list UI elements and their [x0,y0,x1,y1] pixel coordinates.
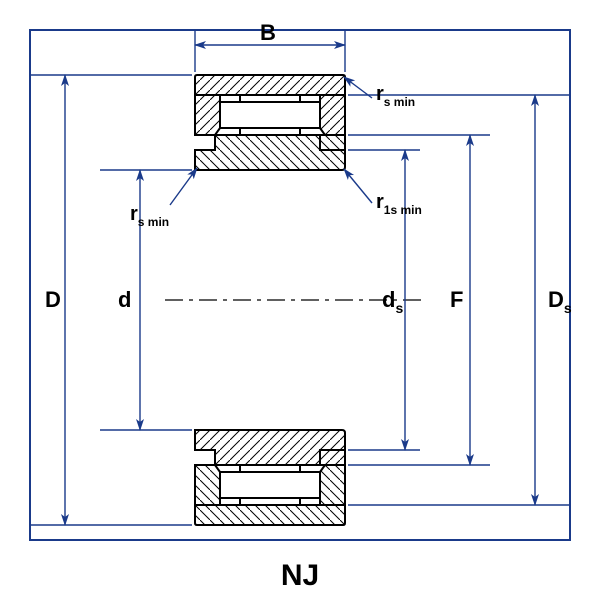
bearing-bottom-half [195,430,345,525]
bearing-cross-section-diagram: B D d ds F Ds rs min rs min r1s min NJ [0,0,600,600]
label-ds: ds [382,287,403,316]
label-B: B [260,20,276,45]
label-r1smin: r1s min [376,191,422,217]
label-rsmin-right: rs min [376,83,415,109]
label-d: d [118,287,131,312]
label-F: F [450,287,463,312]
diagram-title: NJ [281,559,319,592]
bearing-top-half [195,75,345,170]
label-rsmin-left: rs min [130,203,169,229]
label-D: D [45,287,61,312]
label-Ds: Ds [548,287,572,316]
